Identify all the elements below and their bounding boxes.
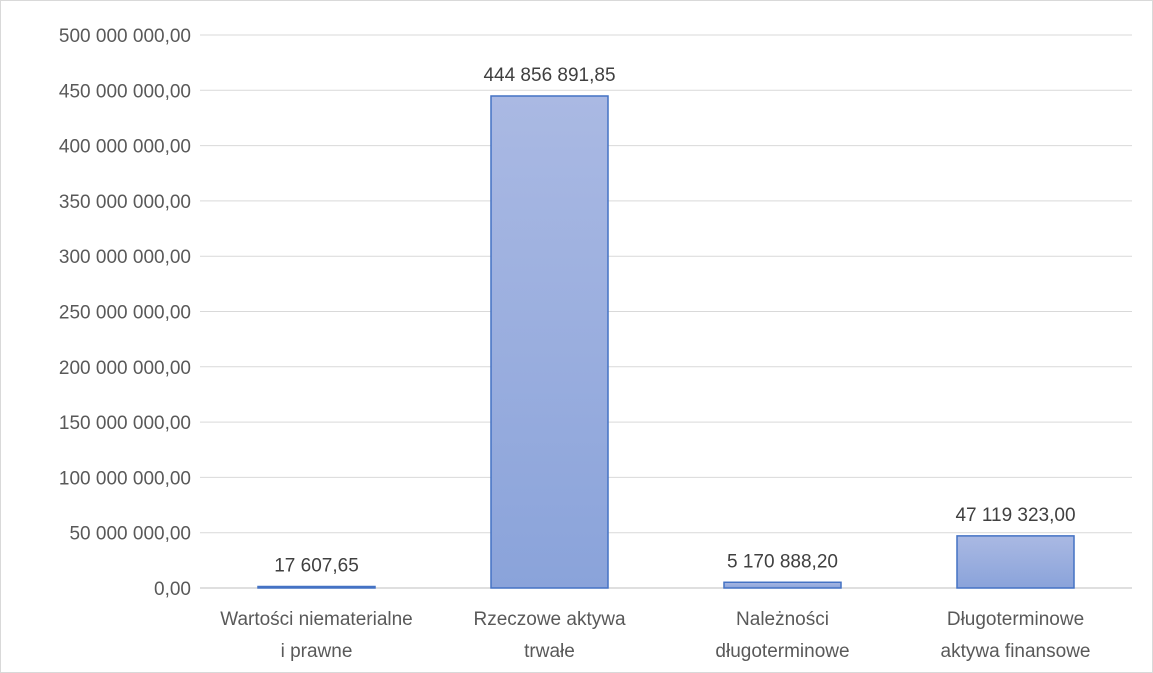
y-tick-label: 250 000 000,00 — [59, 303, 191, 324]
y-tick-label: 450 000 000,00 — [59, 81, 191, 102]
y-tick-label: 200 000 000,00 — [59, 358, 191, 379]
y-tick-label: 500 000 000,00 — [59, 26, 191, 47]
category-label: i prawne — [281, 641, 353, 662]
category-label: Należności — [736, 609, 829, 630]
bar — [723, 581, 842, 589]
category-label: Rzeczowe aktywa — [473, 609, 625, 630]
bar — [956, 535, 1075, 589]
data-label: 47 119 323,00 — [955, 505, 1075, 526]
bar — [490, 95, 609, 589]
category-label: aktywa finansowe — [941, 641, 1091, 662]
category-label: trwałe — [524, 641, 575, 662]
y-tick-label: 50 000 000,00 — [69, 524, 191, 545]
data-label: 5 170 888,20 — [727, 551, 838, 572]
y-tick-label: 0,00 — [154, 579, 191, 600]
y-tick-label: 100 000 000,00 — [59, 468, 191, 489]
y-tick-label: 400 000 000,00 — [59, 137, 191, 158]
data-label: 444 856 891,85 — [483, 65, 615, 86]
bar — [257, 585, 376, 589]
category-label: Wartości niematerialne — [220, 609, 413, 630]
category-label: długoterminowe — [715, 641, 849, 662]
y-tick-label: 150 000 000,00 — [59, 413, 191, 434]
y-tick-label: 300 000 000,00 — [59, 247, 191, 268]
category-label: Długoterminowe — [947, 609, 1084, 630]
data-label: 17 607,65 — [274, 556, 359, 577]
y-tick-label: 350 000 000,00 — [59, 192, 191, 213]
